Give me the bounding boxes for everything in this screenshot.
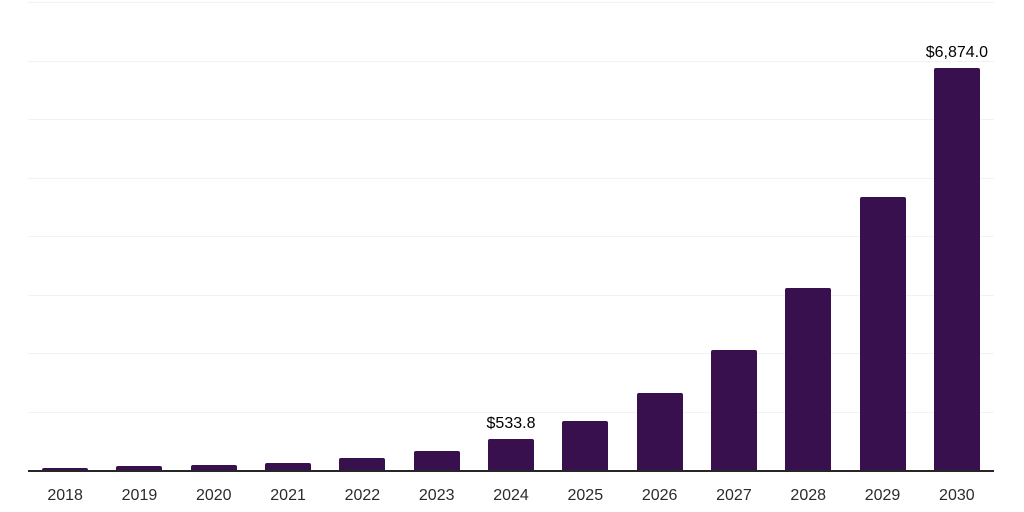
- x-tick-2027: 2027: [716, 487, 752, 504]
- bar-2025: [562, 421, 609, 470]
- plot-area: $533.8 $6,874.0: [28, 2, 994, 472]
- bar-2027: [710, 350, 757, 470]
- gridline: [28, 353, 994, 354]
- x-axis: 2018 2019 2020 2021 2022 2023 2024 2025 2026 2027…: [28, 486, 994, 506]
- bar-2020: [190, 464, 237, 470]
- value-label-2024: $533.8: [486, 414, 536, 432]
- bar-2024: [488, 438, 534, 470]
- gridline: [28, 177, 994, 179]
- bar-2028: [785, 288, 832, 470]
- x-tick-2021: 2021: [270, 487, 306, 504]
- x-tick-2020: 2020: [195, 487, 232, 504]
- bar-2026: [636, 393, 683, 470]
- bar-2030: [933, 67, 980, 470]
- x-tick-2029: 2029: [864, 487, 901, 504]
- bar-2022: [339, 458, 386, 470]
- bar-2029: [859, 196, 906, 470]
- x-tick-2018: 2018: [47, 487, 83, 504]
- x-tick-2019: 2019: [121, 487, 158, 504]
- x-tick-2022: 2022: [344, 487, 381, 504]
- bar-2018: [42, 468, 89, 470]
- x-tick-2024: 2024: [493, 487, 529, 504]
- x-tick-2030: 2030: [939, 487, 975, 504]
- value-label-2030: $6,874.0: [925, 43, 988, 61]
- gridline: [28, 119, 994, 120]
- bar-2021: [265, 462, 312, 470]
- gridline: [28, 294, 994, 296]
- gridline: [28, 236, 994, 237]
- x-tick-2023: 2023: [418, 487, 455, 504]
- x-tick-2026: 2026: [641, 487, 678, 504]
- gridline: [28, 411, 994, 413]
- bar-2023: [413, 450, 460, 470]
- bar-2019: [116, 466, 163, 470]
- gridline: [28, 2, 994, 3]
- x-tick-2028: 2028: [790, 487, 827, 504]
- x-tick-2025: 2025: [567, 487, 604, 504]
- gridline: [28, 60, 994, 62]
